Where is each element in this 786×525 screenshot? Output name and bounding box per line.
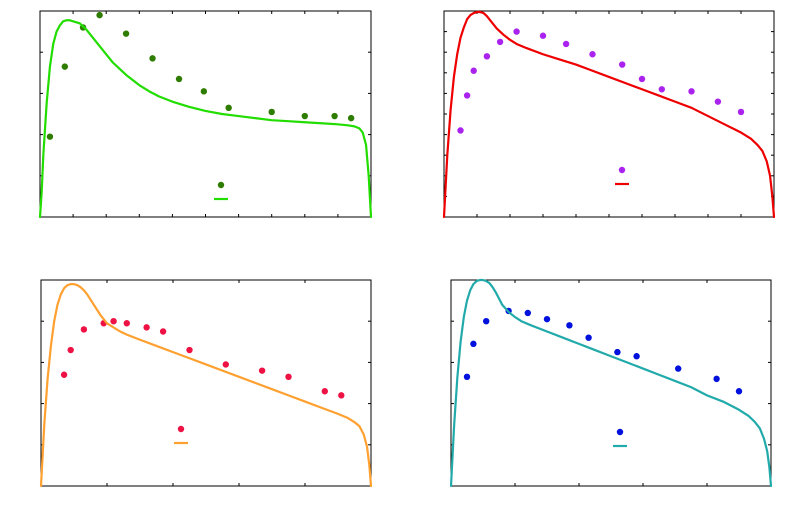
data-point xyxy=(321,388,328,395)
legend-marker-symbol xyxy=(217,181,225,189)
data-point xyxy=(186,346,193,354)
data-point xyxy=(539,32,547,39)
data-point xyxy=(347,114,355,122)
data-point xyxy=(225,104,232,112)
data-point xyxy=(638,75,646,83)
chart-panel-bottom-right xyxy=(449,278,773,488)
data-point xyxy=(122,30,130,37)
chart-panel-top-left xyxy=(38,10,373,219)
data-point xyxy=(675,365,682,372)
data-point xyxy=(331,112,338,120)
data-point xyxy=(562,40,570,48)
data-point xyxy=(110,318,117,325)
data-point xyxy=(614,348,621,356)
series-line xyxy=(442,10,776,219)
plot-frame xyxy=(450,279,772,487)
data-point xyxy=(457,127,464,134)
legend-marker-symbol xyxy=(618,166,626,174)
data-point xyxy=(258,367,266,374)
data-point xyxy=(143,324,150,331)
data-point xyxy=(301,112,308,120)
data-point xyxy=(633,353,640,360)
series-line xyxy=(449,278,773,488)
data-point xyxy=(149,55,156,62)
data-point xyxy=(524,309,531,317)
data-point xyxy=(619,61,626,68)
data-point xyxy=(483,53,491,60)
data-point xyxy=(688,88,695,95)
data-point xyxy=(735,388,743,395)
series-line xyxy=(38,19,373,219)
data-point xyxy=(470,340,477,348)
data-point xyxy=(80,326,88,333)
data-point xyxy=(46,133,54,140)
legend-marker-symbol xyxy=(177,425,185,433)
data-point xyxy=(268,108,275,116)
data-point xyxy=(123,320,130,327)
data-point xyxy=(175,75,183,83)
data-point xyxy=(543,315,551,323)
data-point xyxy=(463,92,471,99)
data-point xyxy=(496,38,504,46)
series-line xyxy=(39,283,373,488)
data-point xyxy=(470,67,477,74)
data-point xyxy=(222,361,229,368)
data-point xyxy=(566,322,573,329)
chart-panel-bottom-left xyxy=(39,279,373,488)
data-point xyxy=(713,375,720,383)
data-point xyxy=(585,334,592,341)
data-point xyxy=(737,108,745,116)
data-point xyxy=(513,28,520,35)
data-point xyxy=(338,392,345,399)
data-point xyxy=(463,373,471,381)
data-point xyxy=(285,373,292,381)
data-point xyxy=(658,86,665,93)
data-point xyxy=(483,318,490,325)
data-point xyxy=(200,88,208,95)
data-point xyxy=(589,51,596,58)
plot-frame xyxy=(40,279,372,487)
data-point xyxy=(159,328,167,335)
data-point xyxy=(96,11,103,19)
data-point xyxy=(60,371,68,378)
data-point xyxy=(61,63,69,70)
chart-panel-top-right xyxy=(442,10,776,219)
legend-marker-symbol xyxy=(616,428,624,436)
data-point xyxy=(714,98,722,105)
data-point xyxy=(67,346,74,354)
